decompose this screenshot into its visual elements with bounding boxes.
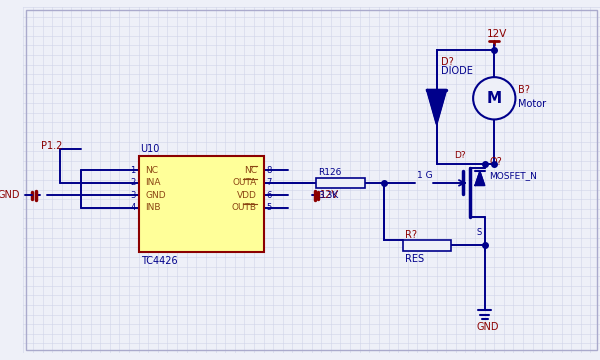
Text: NC: NC: [145, 166, 158, 175]
Text: 1 G: 1 G: [418, 171, 433, 180]
Text: Q?: Q?: [490, 157, 502, 167]
Text: R126: R126: [319, 168, 342, 177]
Text: P1.2: P1.2: [41, 141, 62, 151]
Text: R?: R?: [405, 230, 417, 240]
Polygon shape: [475, 171, 485, 185]
Text: NC: NC: [244, 166, 257, 175]
Text: OUTA: OUTA: [233, 179, 257, 188]
Text: DIODE: DIODE: [442, 66, 473, 76]
Text: D?: D?: [454, 152, 466, 161]
Text: GND: GND: [145, 191, 166, 200]
Text: U10: U10: [140, 144, 160, 154]
Text: 4: 4: [131, 203, 136, 212]
Bar: [403, 240, 451, 251]
Text: Motor: Motor: [518, 99, 547, 109]
Bar: [139, 156, 263, 252]
Text: B?: B?: [518, 85, 530, 95]
Circle shape: [473, 77, 515, 120]
Text: 12V: 12V: [487, 29, 507, 39]
Text: GND: GND: [477, 322, 499, 332]
Text: VDD: VDD: [237, 191, 257, 200]
Text: INA: INA: [145, 179, 161, 188]
Polygon shape: [427, 90, 446, 124]
Text: 2: 2: [131, 179, 136, 188]
Text: MOSFET_N: MOSFET_N: [490, 171, 538, 180]
Text: 5: 5: [266, 203, 272, 212]
Text: 3: 3: [130, 191, 136, 200]
Text: 3.3K: 3.3K: [319, 191, 338, 200]
Bar: [316, 178, 365, 188]
Text: D?: D?: [442, 57, 454, 67]
Text: INB: INB: [145, 203, 161, 212]
Text: 6: 6: [266, 191, 272, 200]
Text: TC4426: TC4426: [140, 256, 177, 266]
Text: 1: 1: [131, 166, 136, 175]
Text: RES: RES: [405, 254, 424, 264]
Text: 8: 8: [266, 166, 272, 175]
Text: OUTB: OUTB: [232, 203, 257, 212]
Text: GND: GND: [0, 190, 20, 201]
Text: 7: 7: [266, 179, 272, 188]
Text: 12V: 12V: [320, 190, 340, 201]
Text: M: M: [487, 91, 502, 106]
Text: S: S: [477, 228, 482, 237]
